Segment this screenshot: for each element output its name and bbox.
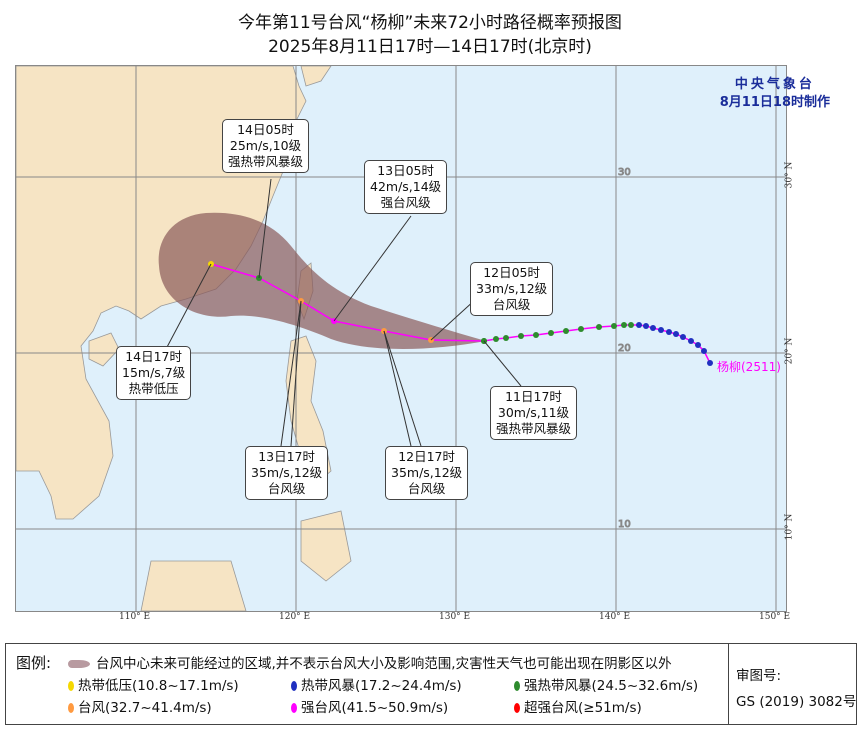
- lat-tick: 30° N: [784, 161, 795, 189]
- callout-13-05: 13日05时 42m/s,14级 强台风级: [364, 160, 448, 214]
- japan: [300, 66, 332, 87]
- track-point: [666, 329, 672, 335]
- track-point: [611, 323, 617, 329]
- track-point: [688, 338, 694, 344]
- issue-time: 8月11日18时制作: [719, 95, 830, 110]
- track-point: [503, 335, 509, 341]
- superty-dot-icon: [514, 703, 520, 713]
- lat-tick: 20° N: [784, 337, 795, 365]
- callout-12-17: 12日17时 35m/s,12级 台风级: [385, 446, 469, 500]
- track-point: [673, 331, 679, 337]
- sty-dot-icon: [291, 703, 297, 713]
- legend-label: 图例:: [16, 654, 52, 672]
- typhoon-name-label: 杨柳(2511): [717, 359, 781, 374]
- agency-name: 中央气象台: [734, 77, 815, 92]
- track-point: [563, 328, 569, 334]
- legend-sts: 强热带风暴(24.5~32.6m/s): [524, 678, 699, 694]
- map-subtitle: 2025年8月11日17时—14日17时(北京时): [268, 37, 592, 57]
- track-point: [621, 322, 627, 328]
- approval-label: 审图号:: [736, 668, 782, 684]
- borneo: [140, 560, 247, 611]
- lon-tick: 130° E: [439, 612, 471, 622]
- track-point: [628, 322, 634, 328]
- legend-superty: 超强台风(≥51m/s): [524, 700, 642, 716]
- callout-13-17: 13日17时 35m/s,12级 台风级: [245, 446, 329, 500]
- track-point: [636, 322, 642, 328]
- td-dot-icon: [68, 681, 74, 691]
- grid-label: 30: [618, 167, 631, 178]
- grid-label: 20: [618, 343, 631, 354]
- track-point: [533, 332, 539, 338]
- typhoon-track-map: 30 20 10 杨柳(2511): [15, 65, 787, 612]
- agency-block: 中央气象台 8月11日18时制作: [720, 76, 830, 112]
- callout-14-05: 14日05时 25m/s,10级 强热带风暴级: [222, 119, 310, 173]
- track-point: [518, 333, 524, 339]
- track-point: [658, 327, 664, 333]
- hainan: [88, 332, 120, 367]
- cone-swatch-icon: [68, 660, 90, 668]
- legend-td: 热带低压(10.8~17.1m/s): [78, 678, 239, 694]
- track-point: [707, 360, 713, 366]
- track-point: [650, 325, 656, 331]
- lon-tick: 140° E: [599, 612, 631, 622]
- lon-tick: 120° E: [279, 612, 311, 622]
- legend-cone-text: 台风中心未来可能经过的区域,并不表示台风大小及影响范围,灾害性天气也可能出现在阴…: [96, 656, 672, 672]
- track-point: [643, 323, 649, 329]
- ty-dot-icon: [68, 703, 74, 713]
- track-point: [680, 334, 686, 340]
- lat-tick: 10° N: [784, 513, 795, 541]
- legend-ty: 台风(32.7~41.4m/s): [78, 700, 212, 716]
- grid-label: 10: [618, 519, 631, 530]
- track-point: [695, 342, 701, 348]
- track-point: [578, 326, 584, 332]
- legend-sty: 强台风(41.5~50.9m/s): [301, 700, 449, 716]
- callout-12-05: 12日05时 33m/s,12级 台风级: [470, 262, 554, 316]
- callout-leaders: [165, 178, 522, 447]
- track-point: [548, 330, 554, 336]
- ts-dot-icon: [291, 681, 297, 691]
- probability-cone: [158, 212, 486, 349]
- track-point: [493, 336, 499, 342]
- callout-14-17: 14日17时 15m/s,7级 热带低压: [116, 346, 192, 400]
- legend: 图例: 台风中心未来可能经过的区域,并不表示台风大小及影响范围,灾害性天气也可能…: [5, 643, 857, 725]
- approval-number: GS (2019) 3082号: [736, 694, 857, 710]
- lon-tick: 110° E: [119, 612, 151, 622]
- track-point: [701, 348, 707, 354]
- lon-tick: 150° E: [759, 612, 791, 622]
- legend-ts: 热带风暴(17.2~24.4m/s): [301, 678, 462, 694]
- callout-11-17: 11日17时 30m/s,11级 强热带风暴级: [490, 386, 578, 440]
- sts-dot-icon: [514, 681, 520, 691]
- track-point: [596, 324, 602, 330]
- map-title: 今年第11号台风“杨柳”未来72小时路径概率预报图: [238, 13, 622, 33]
